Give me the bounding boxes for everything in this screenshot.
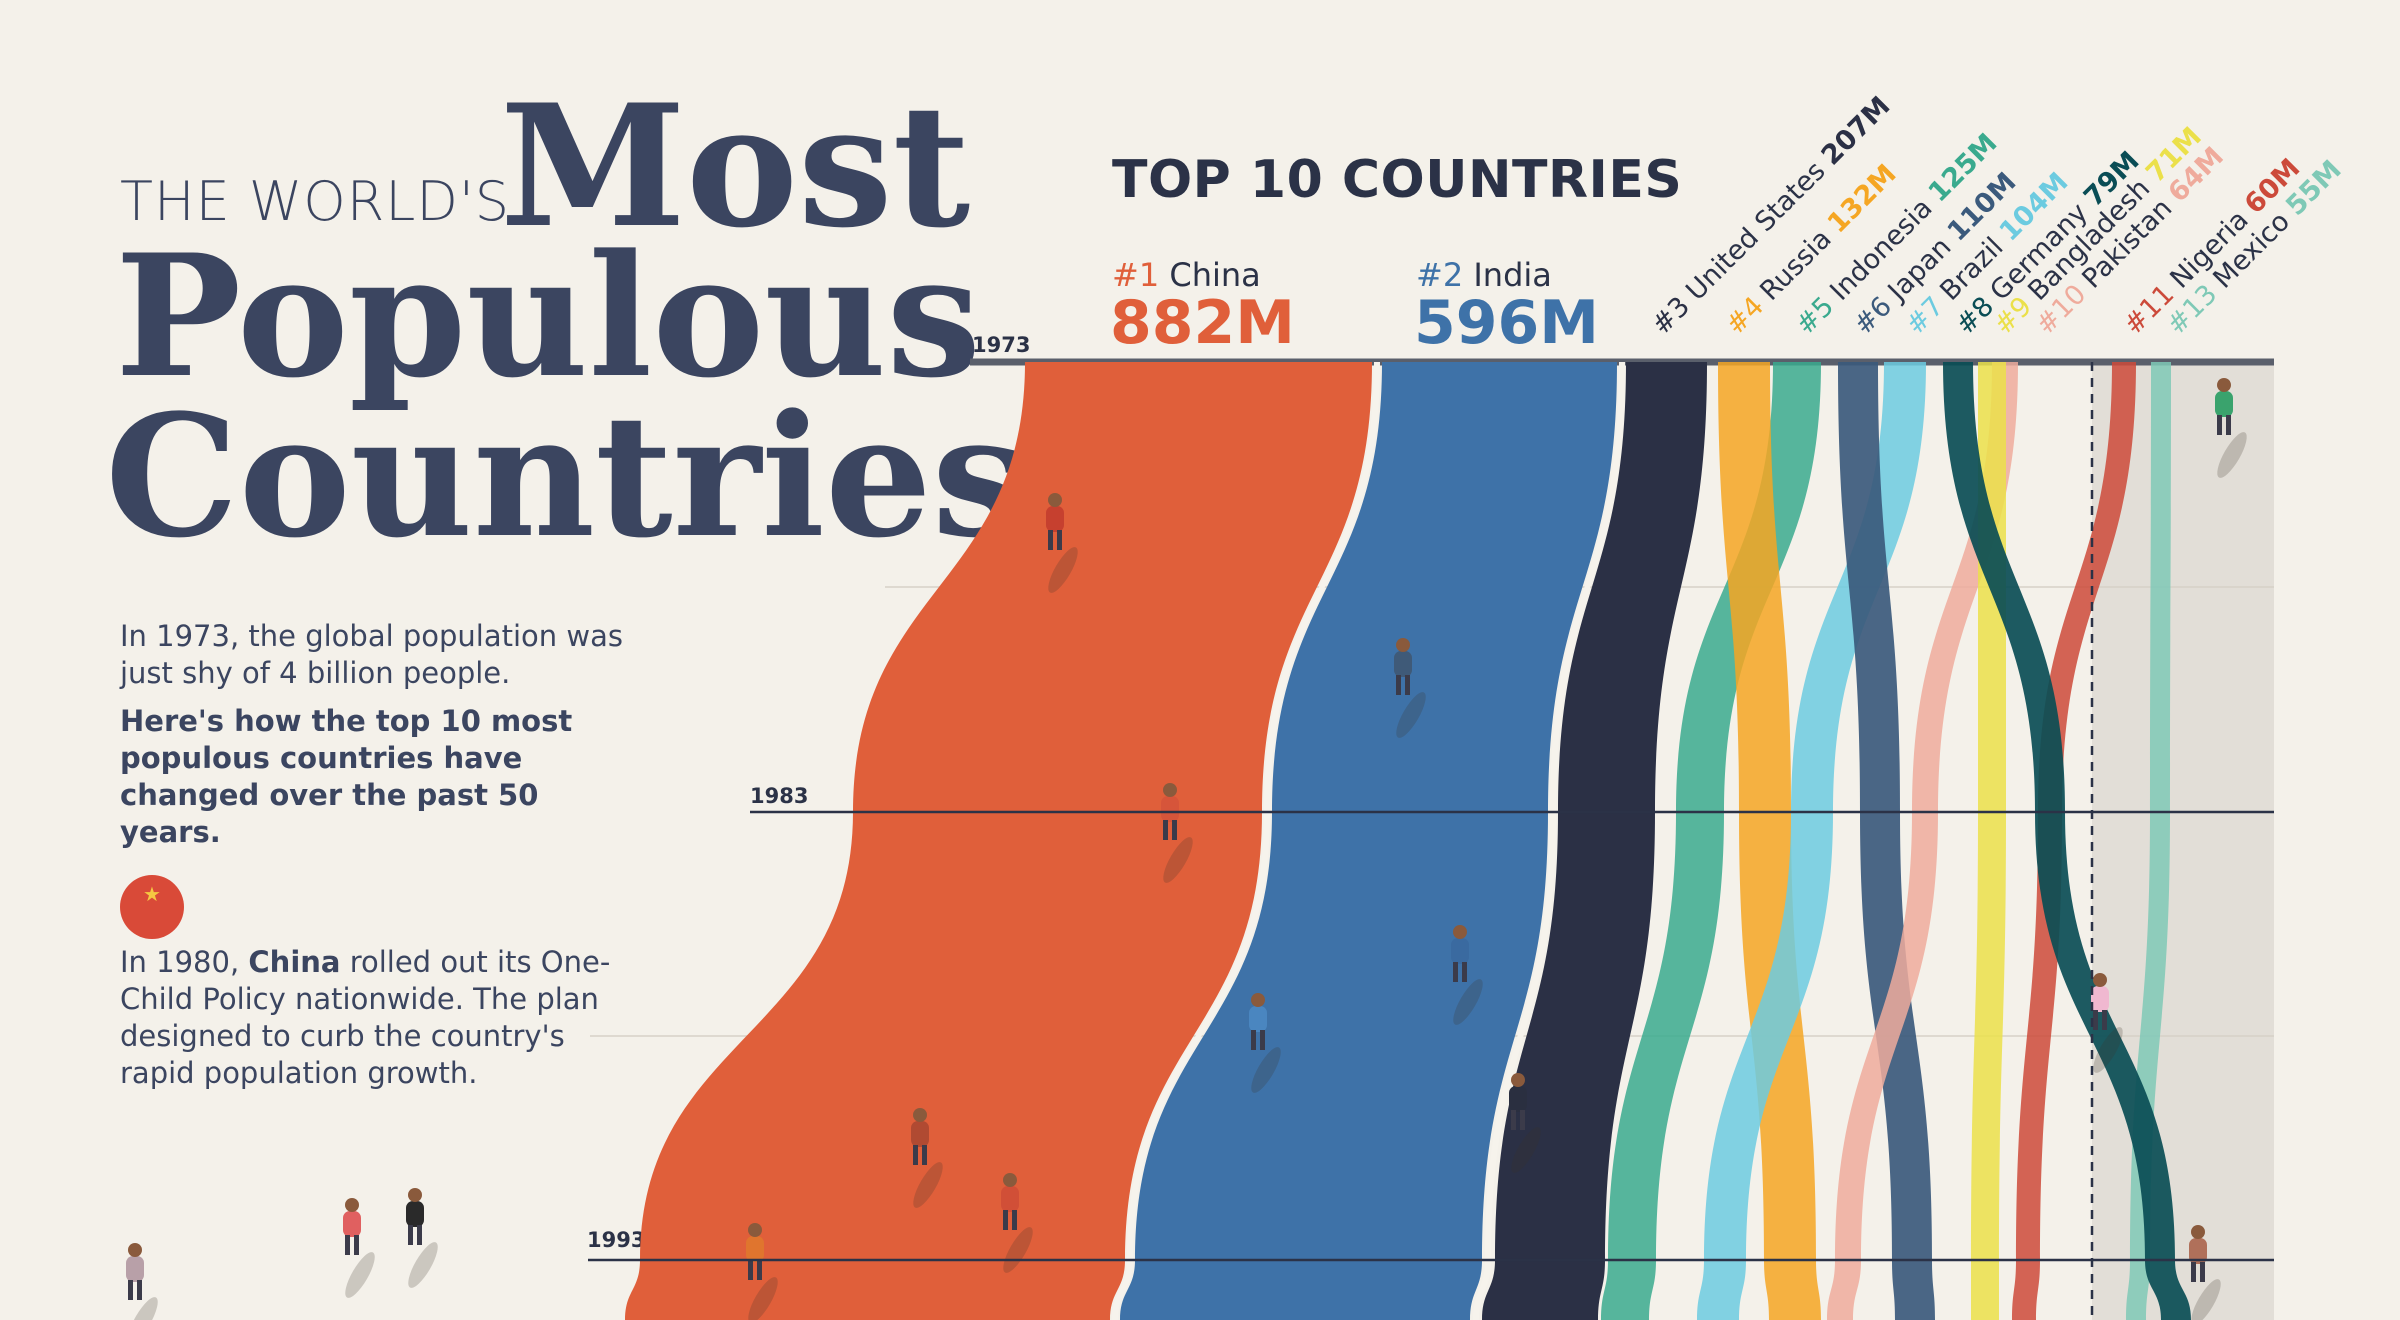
- shaded-strip: [2092, 362, 2274, 1320]
- pedestrian-icon: [1161, 783, 1193, 883]
- band-separator: [1112, 362, 1380, 1320]
- band-nigeria: [2012, 362, 2136, 1320]
- band-china: [625, 362, 1372, 1320]
- band-russia: [1718, 362, 1821, 1320]
- pedestrian-icon: [1509, 1073, 1541, 1173]
- pedestrian-icon: [746, 1223, 778, 1320]
- rank-number: #2: [1416, 256, 1464, 294]
- band-germany: [1943, 362, 2191, 1320]
- pedestrian-icon: [343, 1198, 375, 1298]
- annotation-rest: rolled out its One-Child Policy nationwi…: [120, 945, 611, 1090]
- value-china: 882M: [1110, 288, 1295, 358]
- intro-text: In 1973, the global population was just …: [120, 619, 623, 690]
- pedestrian-icon: [1001, 1173, 1033, 1273]
- pedestrian-icon: [2091, 973, 2123, 1073]
- country-name: India: [1473, 256, 1552, 294]
- annotation-prefix: In 1980,: [120, 945, 249, 979]
- pedestrian-icon: [126, 1243, 158, 1320]
- band-united-states: [1482, 362, 1707, 1320]
- year-label-1983: 1983: [750, 784, 809, 808]
- pedestrian-icon: [2215, 378, 2247, 478]
- band-pakistan: [1827, 362, 2018, 1320]
- rank-number: #1: [1112, 256, 1160, 294]
- rank-label-china: #1 China: [1112, 256, 1261, 294]
- pedestrian-icon: [2189, 1225, 2221, 1320]
- pedestrian-icon: [406, 1188, 438, 1288]
- year-label-1993: 1993: [587, 1228, 646, 1252]
- pedestrian-icon: [1394, 638, 1426, 738]
- china-flag-icon: ★: [120, 875, 184, 939]
- band-japan: [1838, 362, 1935, 1320]
- pedestrian-icon: [1046, 493, 1078, 593]
- pre-title: THE WORLD'S: [120, 170, 511, 233]
- band-separator: [1473, 362, 1625, 1320]
- title-countries: Countries: [105, 377, 1027, 575]
- chart-title: TOP 10 COUNTRIES: [1112, 150, 1683, 210]
- annotation-bold: China: [248, 945, 341, 979]
- band-india: [1120, 362, 1617, 1320]
- rank-label-india: #2 India: [1416, 256, 1552, 294]
- pedestrian-icon: [1249, 993, 1281, 1093]
- title-populous: Populous: [115, 217, 982, 415]
- value-india: 596M: [1414, 288, 1599, 358]
- pedestrian-icon: [1451, 925, 1483, 1025]
- year-label-1973: 1973: [972, 333, 1031, 357]
- country-name: China: [1169, 256, 1261, 294]
- china-annotation: In 1980, China rolled out its One-Child …: [120, 944, 640, 1092]
- title-most: Most: [500, 67, 971, 265]
- intro-bold-text: Here's how the top 10 most populous coun…: [120, 704, 573, 849]
- pedestrian-icon: [911, 1108, 943, 1208]
